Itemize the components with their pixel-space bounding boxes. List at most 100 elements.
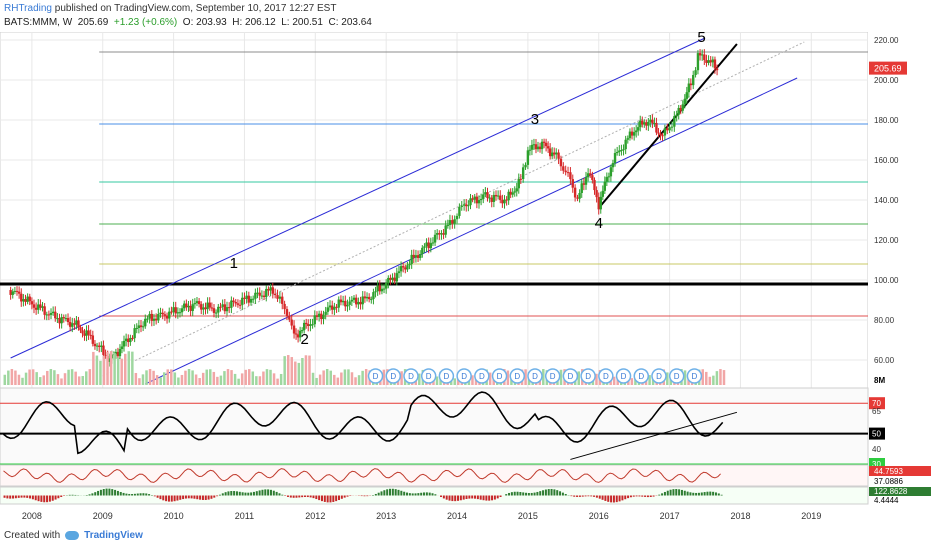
price-candle [657, 132, 660, 134]
volume-bar [70, 369, 74, 385]
price-candle [389, 277, 392, 280]
price-candle [34, 307, 38, 310]
indicator-4-bar [479, 495, 482, 500]
price-candle [569, 172, 572, 180]
price-candle [333, 306, 336, 310]
price-candle [320, 313, 323, 320]
indicator-4-bar [162, 495, 165, 501]
panel3-tag [869, 466, 931, 476]
indicator-4-bar [598, 495, 601, 499]
volume-bar [17, 374, 21, 385]
indicator-4-bar [119, 491, 122, 496]
volume-bar [177, 377, 180, 385]
dividend-marker-label: D [514, 372, 520, 381]
x-tick-label: 2012 [305, 511, 325, 521]
indicator-4-bar [553, 489, 556, 496]
volume-bar [201, 372, 205, 385]
price-candle [77, 320, 80, 328]
price-candle [87, 330, 90, 335]
publisher-name[interactable]: RHTrading [4, 3, 52, 14]
rsi-tick-label: 30 [872, 460, 881, 469]
price-candle [505, 199, 508, 201]
price-candle [245, 295, 248, 299]
indicator-4-bar [54, 495, 57, 500]
volume-bar [134, 372, 138, 385]
volume-bar [559, 369, 563, 385]
volume-bar [347, 369, 350, 385]
indicator-4-bar [40, 495, 43, 502]
price-candle [603, 181, 607, 191]
indicator-4-bar [46, 495, 49, 503]
volume-bar [364, 369, 368, 385]
price-candle [208, 302, 211, 308]
price-candle [165, 315, 169, 319]
volume-bar [715, 371, 719, 385]
volume-bar [258, 376, 262, 385]
volume-label: 8M [874, 376, 885, 385]
volume-bar [102, 355, 106, 385]
dividend-marker-icon [598, 368, 614, 384]
price-candle [683, 98, 686, 105]
price-candle [433, 234, 437, 243]
price-candle [212, 308, 216, 313]
channel-line [597, 43, 738, 209]
price-candle [365, 296, 369, 299]
price-candle [41, 306, 44, 308]
price-candle [98, 345, 101, 347]
indicator-4-bar [692, 492, 695, 496]
price-candle [707, 60, 710, 63]
indicator-4-bar [386, 489, 389, 496]
indicator-4-bar [672, 489, 675, 496]
price-candle [154, 318, 158, 321]
price-candle [150, 313, 153, 321]
price-tick-label: 100.00 [874, 276, 899, 285]
price-candle [492, 194, 496, 202]
price-tick-label: 180.00 [874, 116, 899, 125]
price-candle [236, 303, 240, 305]
price-candle [507, 191, 510, 201]
indicator-4-bar [652, 495, 655, 497]
indicator-4-bar [221, 493, 224, 496]
price-candle [479, 198, 483, 201]
indicator-4-bar [465, 495, 468, 500]
volume-bar [159, 377, 162, 385]
price-candle [685, 92, 689, 99]
price-candle [566, 172, 570, 174]
price-candle [412, 254, 416, 258]
dividend-marker-icon [686, 368, 703, 384]
indicator-4-bar [408, 493, 411, 496]
volume-bar [712, 375, 715, 385]
price-candle [698, 53, 702, 56]
indicator-4-bar [522, 492, 525, 496]
price-candle [135, 327, 138, 329]
price-candle [401, 266, 405, 268]
indicator-4-bar [516, 491, 519, 496]
volume-bar [67, 369, 70, 385]
indicator-4-bar [184, 495, 187, 499]
price-candle [666, 128, 669, 131]
price-candle [32, 304, 36, 308]
indicator-4-bar [646, 495, 649, 498]
price-candle [309, 324, 312, 327]
indicator-4-bar [213, 495, 216, 498]
indicator-4-bar [428, 492, 431, 496]
volume-bar [418, 373, 421, 385]
price-candle [571, 179, 574, 188]
price-candle [573, 187, 577, 198]
tradingview-brand[interactable]: TradingView [84, 530, 143, 541]
tradingview-logo-icon [65, 531, 80, 540]
volume-bar [173, 372, 177, 385]
price-candle [548, 148, 552, 157]
indicator-4-bar [576, 495, 579, 497]
chart-canvas[interactable]: 2008 2009 2010 2011 2012 2013 2014 2015 2016 2017… [0, 32, 932, 530]
price-candle [649, 119, 652, 122]
price-candle [469, 198, 472, 206]
price-candle [311, 324, 314, 326]
indicator-4-bar [482, 495, 485, 501]
volume-bar [336, 377, 340, 385]
dividend-marker-label: D [585, 372, 591, 381]
volume-bar [722, 370, 726, 385]
indicator-4-bar [697, 492, 700, 496]
volume-bar [138, 378, 141, 385]
last-price-label: 205.69 [874, 64, 902, 74]
